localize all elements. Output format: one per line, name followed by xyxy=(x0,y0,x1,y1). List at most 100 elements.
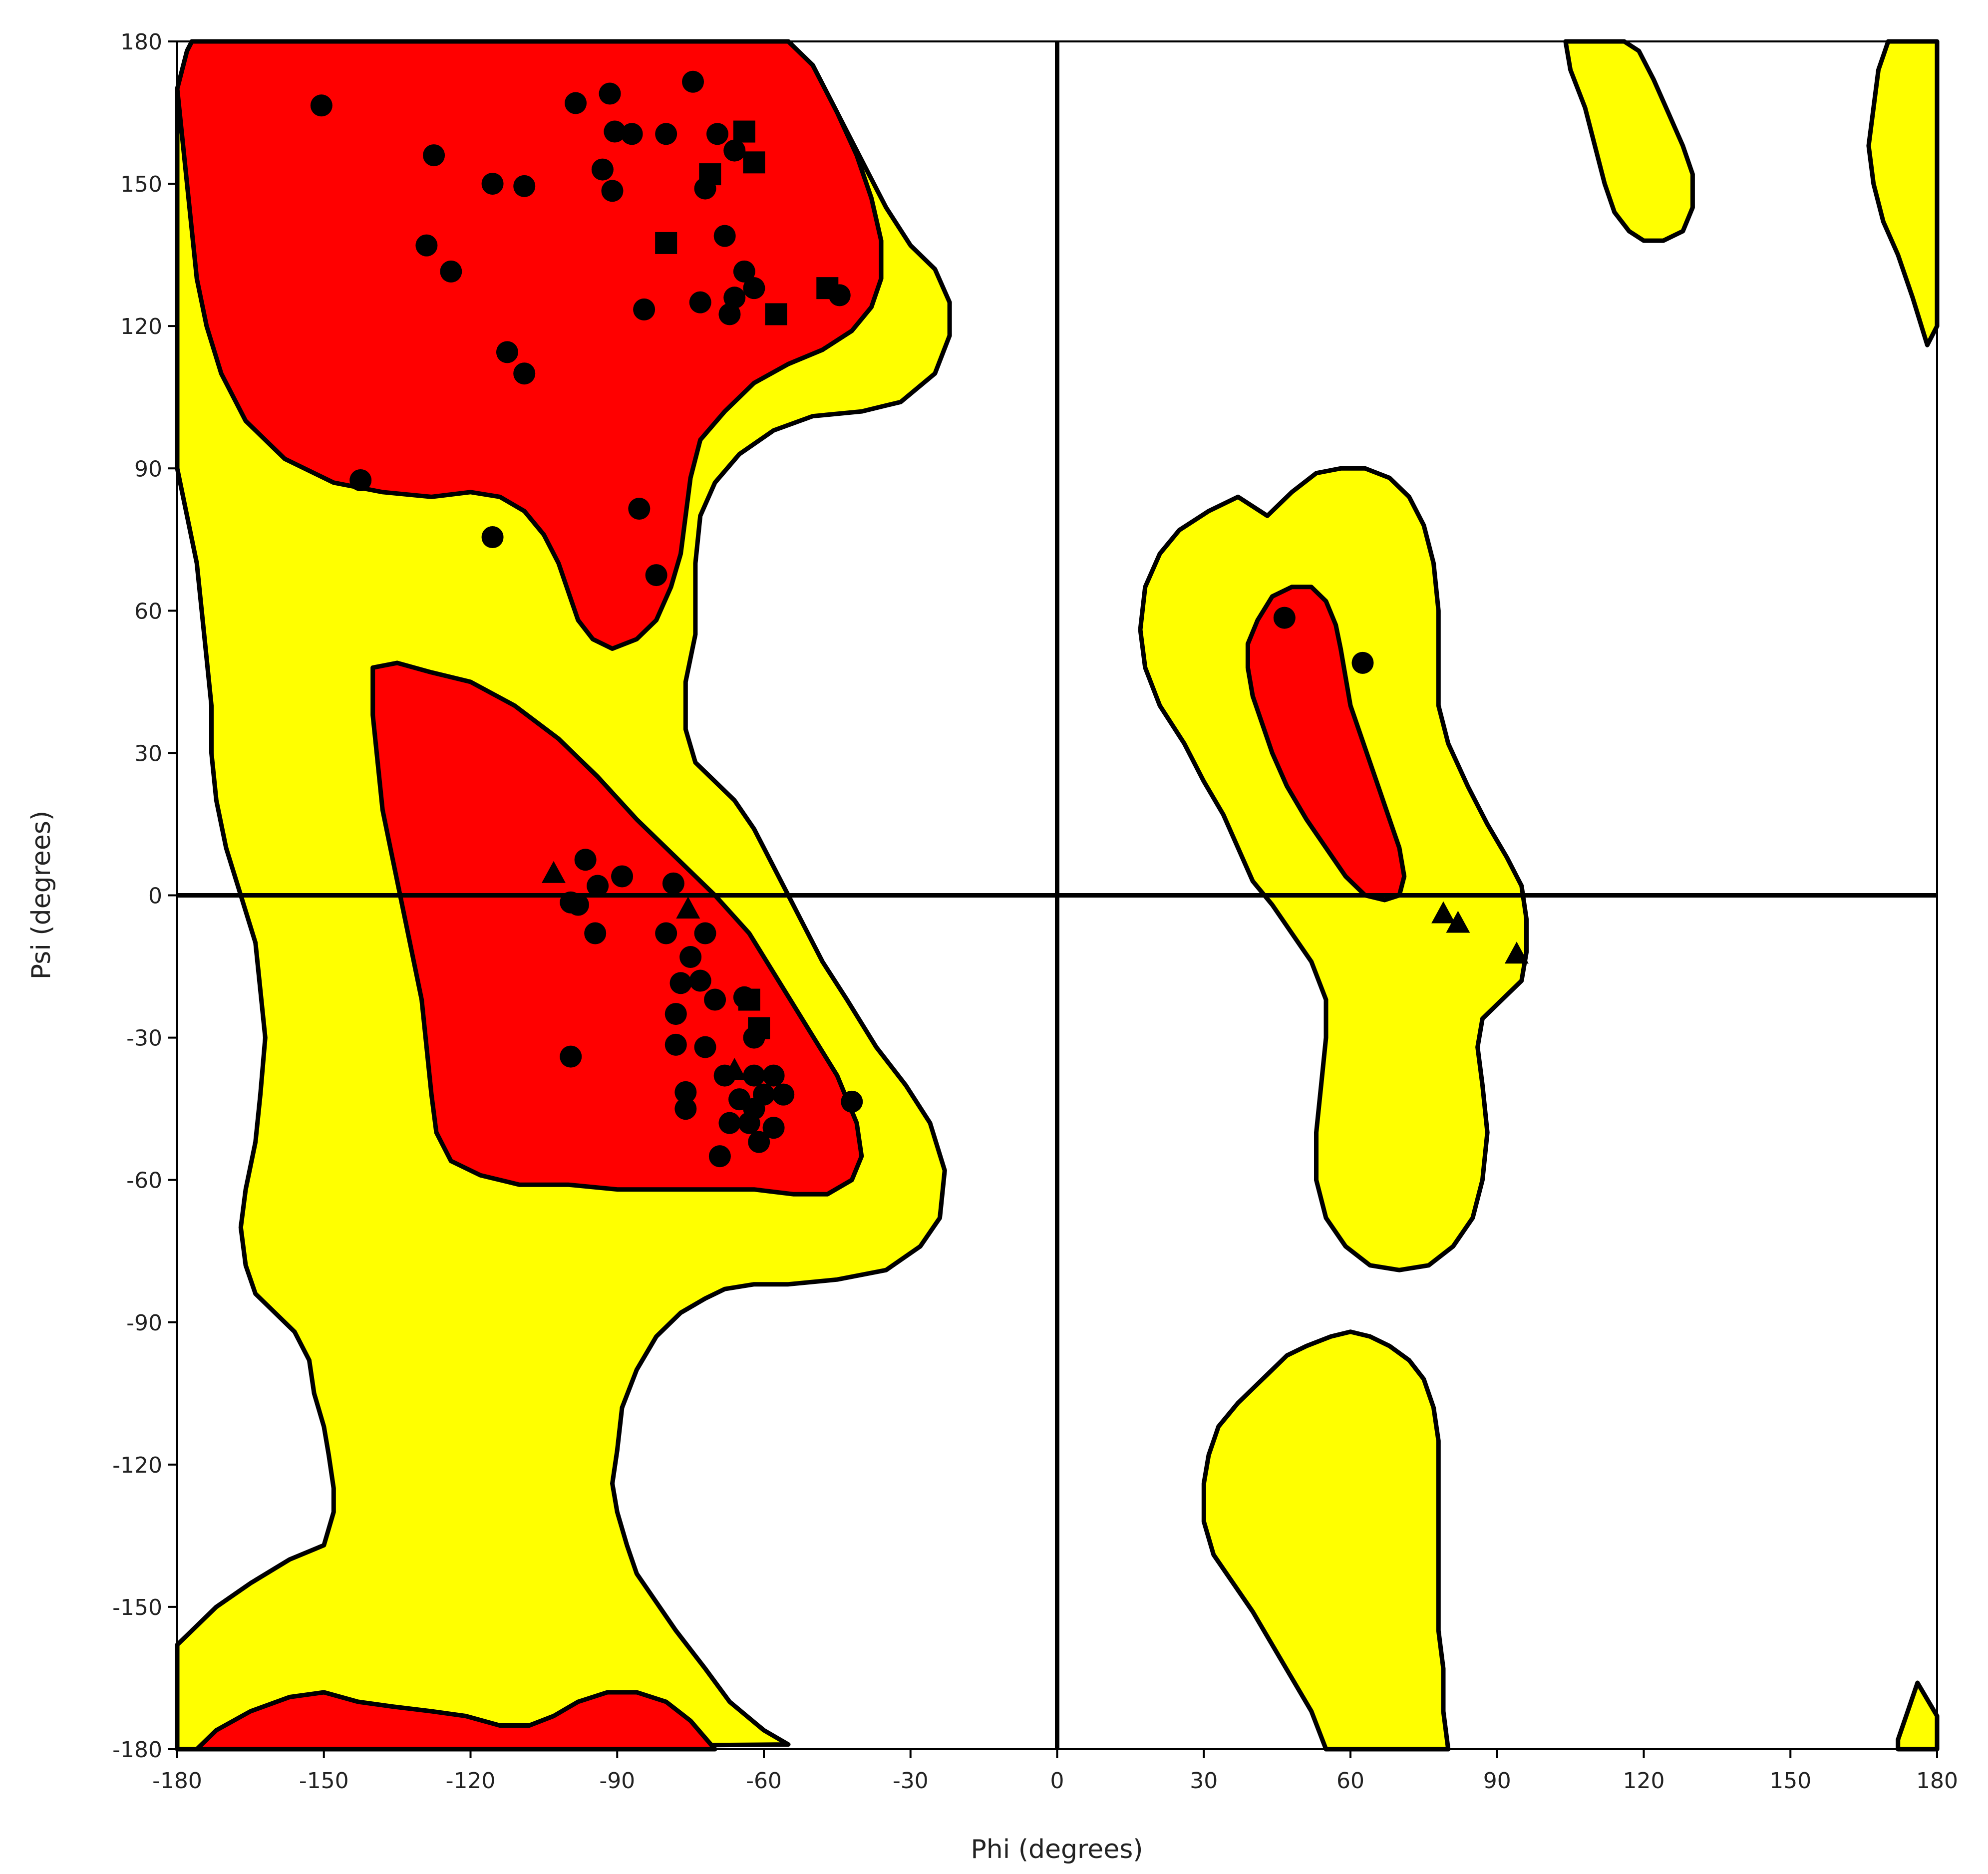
x-tick-label: -150 xyxy=(299,1768,349,1794)
point-circle xyxy=(481,526,504,549)
point-circle xyxy=(565,92,587,114)
x-tick-label: -30 xyxy=(893,1768,929,1794)
point-circle xyxy=(604,120,626,143)
point-circle xyxy=(633,298,656,320)
point-circle xyxy=(423,144,445,167)
point-circle xyxy=(611,865,634,888)
point-circle xyxy=(762,1117,785,1139)
point-triangle xyxy=(541,861,566,883)
point-circle xyxy=(349,469,372,492)
point-circle xyxy=(664,1003,687,1025)
favored-region-2 xyxy=(370,660,864,1197)
point-triangle xyxy=(722,1058,747,1080)
point-circle xyxy=(738,1112,760,1134)
x-tick-label: 120 xyxy=(1623,1768,1665,1794)
point-triangle xyxy=(1446,911,1470,933)
x-tick-label: -120 xyxy=(446,1768,496,1794)
point-circle xyxy=(628,498,651,520)
point-circle xyxy=(310,94,332,117)
point-circle xyxy=(567,894,589,916)
point-square xyxy=(765,303,787,325)
point-circle xyxy=(706,123,728,145)
x-tick-label: 0 xyxy=(1050,1768,1064,1794)
x-tick-label: 180 xyxy=(1916,1768,1958,1794)
point-circle xyxy=(440,260,462,283)
point-circle xyxy=(1273,607,1296,629)
x-tick-label: 150 xyxy=(1769,1768,1811,1794)
y-tick-label: 90 xyxy=(134,456,162,482)
point-square xyxy=(738,988,760,1011)
point-circle xyxy=(708,1145,731,1168)
point-circle xyxy=(694,1036,716,1058)
point-circle xyxy=(1351,651,1374,674)
point-circle xyxy=(662,872,684,895)
y-tick-label: 0 xyxy=(148,884,162,909)
point-circle xyxy=(694,922,716,944)
x-tick-label: -90 xyxy=(599,1768,635,1794)
point-circle xyxy=(645,564,667,587)
point-circle xyxy=(415,234,438,257)
point-square xyxy=(655,232,677,254)
point-circle xyxy=(723,139,746,162)
x-tick-label: 90 xyxy=(1483,1768,1511,1794)
favored-region-4 xyxy=(194,1690,717,1752)
y-tick-label: 120 xyxy=(120,314,162,339)
point-square xyxy=(733,120,755,143)
x-axis-label: Phi (degrees) xyxy=(971,1835,1143,1865)
point-circle xyxy=(621,123,643,145)
point-circle xyxy=(718,303,741,325)
point-square xyxy=(748,1017,770,1039)
point-circle xyxy=(513,362,536,385)
point-circle xyxy=(682,70,704,93)
x-tick-label: 30 xyxy=(1190,1768,1218,1794)
favored-region-3 xyxy=(1245,585,1407,903)
point-circle xyxy=(743,277,765,300)
point-circle xyxy=(664,1033,687,1056)
x-tick-label: -180 xyxy=(152,1768,202,1794)
point-square xyxy=(743,151,765,174)
point-circle xyxy=(772,1083,795,1106)
point-circle xyxy=(655,123,677,145)
y-tick-label: 180 xyxy=(120,29,162,55)
point-circle xyxy=(513,175,536,197)
point-circle xyxy=(718,1112,741,1134)
point-circle xyxy=(713,225,736,247)
point-circle xyxy=(841,1090,863,1113)
point-circle xyxy=(733,260,755,283)
point-triangle xyxy=(1504,941,1529,964)
y-tick-label: -120 xyxy=(112,1453,162,1478)
zero-lines xyxy=(177,41,1937,1749)
point-circle xyxy=(689,291,711,313)
point-square xyxy=(816,277,839,300)
y-tick-label: -60 xyxy=(126,1168,162,1194)
point-circle xyxy=(748,1131,770,1153)
y-tick-label: 150 xyxy=(120,172,162,197)
point-circle xyxy=(689,969,711,992)
y-axis-label: Psi (degrees) xyxy=(26,811,56,979)
point-circle xyxy=(669,972,692,994)
point-circle xyxy=(496,341,518,363)
y-axis: 180 150 120 90 60 30 0 -30 -60 -90 -120 -150 -180 xyxy=(112,29,177,1763)
point-circle xyxy=(762,1064,785,1087)
point-circle xyxy=(560,1045,582,1068)
point-circle xyxy=(584,922,607,944)
point-circle xyxy=(723,287,746,309)
data-points xyxy=(310,70,1529,1168)
y-tick-label: -30 xyxy=(126,1026,162,1051)
point-circle xyxy=(587,875,609,897)
x-axis: -180 -150 -120 -90 -60 -30 0 30 60 90 120 150 180 xyxy=(152,1749,1958,1794)
y-tick-label: -150 xyxy=(112,1595,162,1620)
point-circle xyxy=(674,1081,697,1103)
point-square xyxy=(699,163,721,186)
point-circle xyxy=(601,180,624,202)
point-circle xyxy=(591,158,614,181)
y-tick-label: -90 xyxy=(126,1310,162,1336)
point-circle xyxy=(743,1064,765,1087)
allowed-region-2 xyxy=(1138,466,1529,1272)
point-circle xyxy=(679,946,702,968)
x-tick-label: -60 xyxy=(746,1768,782,1794)
point-circle xyxy=(481,173,504,195)
y-tick-label: 60 xyxy=(134,599,162,624)
point-circle xyxy=(599,82,621,105)
